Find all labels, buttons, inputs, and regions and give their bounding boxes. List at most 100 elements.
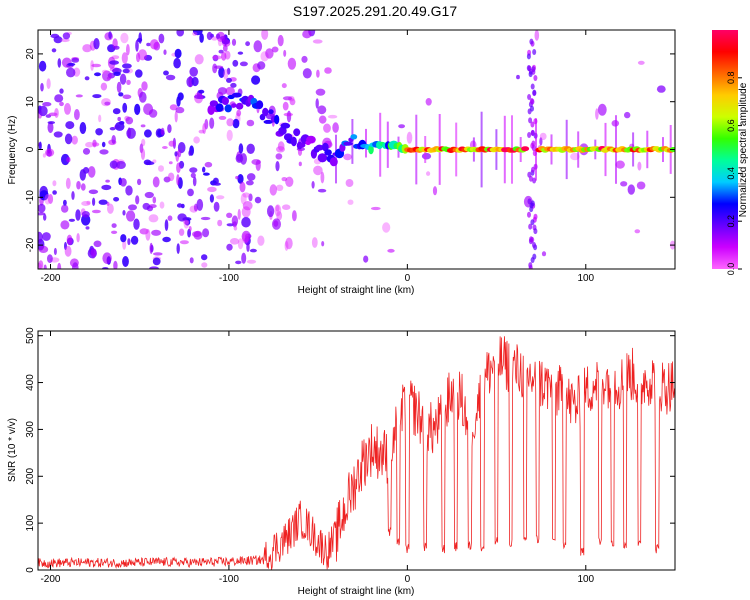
spectrogram-cell	[43, 213, 47, 221]
spectrogram-cell	[65, 121, 75, 130]
spectrogram-cell	[135, 39, 139, 52]
spectrogram-cell	[60, 204, 69, 213]
spectrogram-cell	[271, 46, 279, 53]
spectrogram-cell	[217, 38, 223, 47]
spectrogram-cell	[267, 205, 275, 218]
spectrogram-cell	[204, 161, 213, 168]
spectrogram-cell	[93, 240, 102, 248]
spectrogram-cell	[240, 193, 247, 205]
spectrogram-cell	[42, 102, 52, 107]
spectrogram-cell	[241, 216, 251, 228]
spectrogram-cell	[343, 153, 352, 161]
spectrogram-cell	[52, 180, 57, 187]
spectrogram-cell	[174, 48, 182, 59]
spectrogram-cell	[285, 237, 293, 250]
spectrogram-cell	[91, 63, 102, 68]
spectrogram-cell	[47, 254, 53, 263]
spectrogram-cell	[108, 31, 112, 39]
spectrogram-cell	[238, 143, 244, 154]
spectrogram-cell	[169, 104, 178, 111]
spectrogram-cell	[64, 103, 71, 115]
spectrogram-cell	[122, 63, 132, 69]
spectrogram-cell	[317, 153, 328, 163]
spectrogram-cell	[50, 33, 60, 39]
spectrogram-cell	[98, 199, 108, 205]
spectrogram-cell	[174, 110, 178, 123]
spectrogram-cell	[183, 219, 190, 225]
spectrogram-cell	[93, 38, 100, 50]
spectrogram-cell	[316, 69, 320, 78]
spectrogram-cell	[212, 55, 222, 60]
spectrogram-cell	[196, 198, 204, 211]
spectrogram-cell	[301, 55, 308, 63]
spectrogram-cell	[122, 68, 130, 74]
spectrogram-cell	[317, 188, 327, 193]
spectrogram-cell	[634, 229, 641, 234]
spectrogram-cell	[527, 132, 532, 138]
spectrogram-cell	[174, 151, 178, 157]
spectrogram-cell	[531, 166, 535, 173]
spectrogram-cell	[62, 32, 71, 40]
spectrogram-cell	[398, 124, 405, 129]
spectrogram-cell	[242, 192, 250, 198]
spectrogram-cell	[54, 108, 59, 118]
spectrogram-cell	[246, 173, 256, 181]
spectrogram-cell	[239, 181, 246, 193]
spectrogram-cell	[38, 203, 46, 213]
spectrogram-cell	[188, 226, 192, 232]
spectrogram-cell	[92, 94, 102, 99]
spectrogram-cell	[232, 118, 240, 129]
spectrogram-cell	[528, 71, 533, 78]
spectrogram-cell	[145, 228, 151, 241]
y-tick-label: 500	[25, 327, 36, 344]
spectrogram-cell	[406, 131, 413, 144]
y-tick-label: 10	[25, 96, 36, 108]
spectrogram-cell	[144, 129, 152, 138]
spectrogram-cell	[251, 159, 261, 165]
spectrogram-cell	[165, 74, 176, 81]
spectrogram-cell	[302, 68, 312, 79]
spectrogram-cell	[246, 242, 250, 253]
spectrogram-cell	[529, 38, 534, 45]
spectrogram-cell	[109, 60, 119, 65]
y-tick-label: 20	[25, 48, 36, 60]
spectrogram-cell	[162, 236, 171, 243]
spectrogram-cell	[292, 210, 297, 222]
spectrogram-cell	[280, 122, 291, 129]
spectrogram-cell	[533, 213, 538, 220]
spectrogram-cell	[102, 70, 112, 82]
spectrogram-cell	[183, 220, 189, 229]
spectrogram-cell	[47, 121, 55, 125]
spectrogram-cell	[297, 147, 303, 156]
spectrogram-cell	[133, 218, 140, 230]
spectrogram-cell	[167, 124, 172, 134]
colorbar-tick-label: 0.4	[726, 167, 736, 180]
spectrogram-cell	[66, 156, 71, 163]
spectrogram-cell	[177, 213, 187, 222]
spectrogram-cell	[532, 242, 536, 248]
spectrogram-cell	[620, 181, 628, 187]
spectrogram-cell	[315, 98, 319, 109]
spectrogram-cell	[209, 100, 219, 107]
spectrogram-cell	[188, 150, 192, 156]
spectrogram-cell	[235, 153, 244, 163]
spectrogram-cell	[615, 160, 625, 169]
spectrogram-cell	[274, 204, 282, 217]
spectrogram-cell	[107, 203, 114, 214]
spectrogram-cell	[84, 76, 90, 81]
spectrogram-cell	[38, 231, 43, 243]
spectrogram-cell	[311, 237, 318, 248]
spectrogram-cell	[85, 141, 94, 148]
spectrogram-cell	[38, 245, 49, 253]
spectrogram-cell	[113, 45, 120, 50]
spectrogram-cell	[323, 123, 331, 133]
colorbar: 0.0 0.2 0.4 0.6 0.8 Normalized spectral ampl…	[712, 30, 749, 275]
spectrogram-cell	[530, 219, 535, 226]
spectrogram-cell	[193, 230, 203, 240]
figure-title: S197.2025.291.20.49.G17	[293, 3, 457, 19]
spectrogram-cell	[139, 91, 147, 103]
spectrogram-cell	[94, 72, 101, 77]
spectrogram-cell	[257, 61, 266, 70]
spectrogram-cell	[235, 175, 239, 180]
